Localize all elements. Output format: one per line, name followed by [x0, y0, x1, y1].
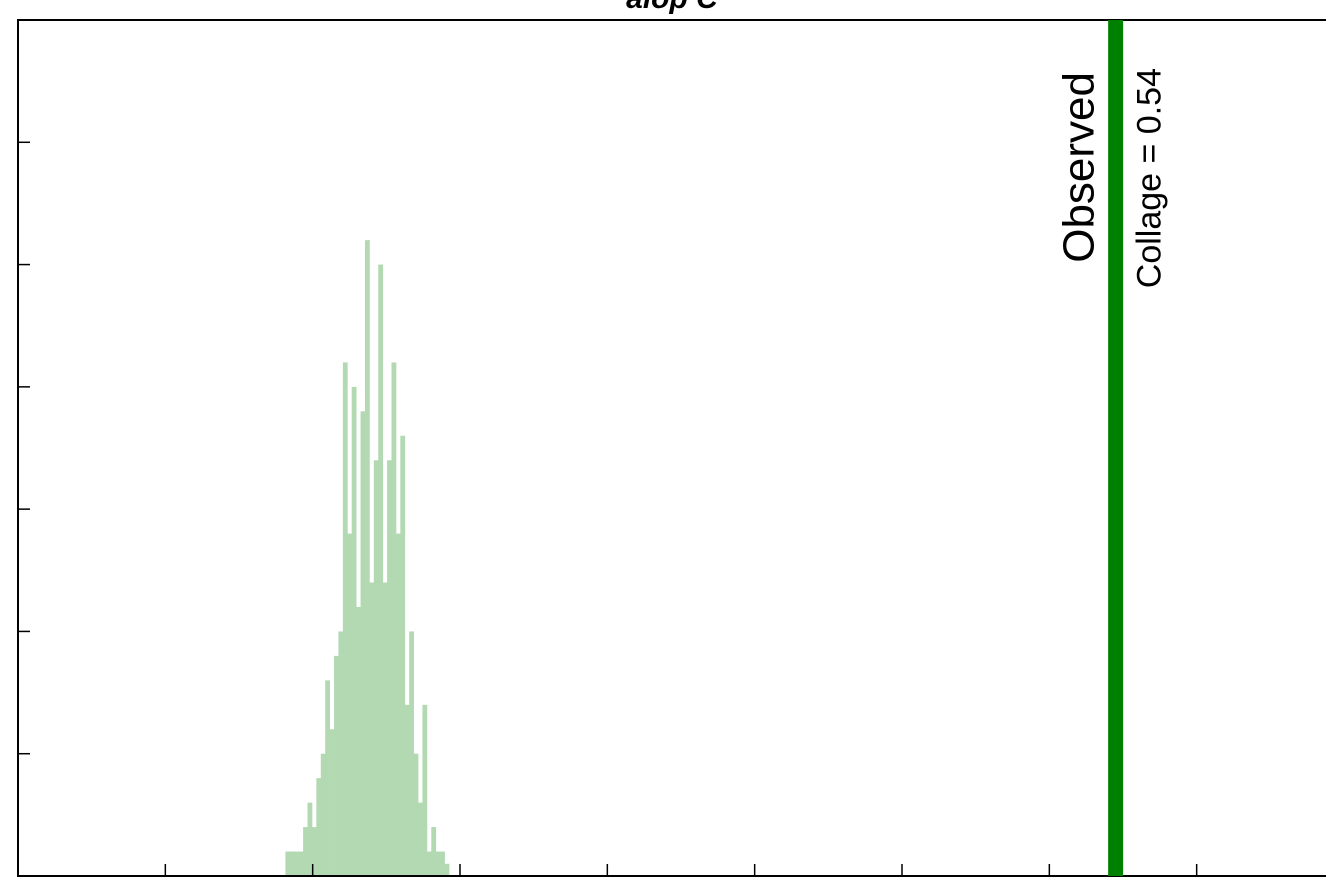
histogram-bar — [311, 827, 317, 876]
observed-label: Observed — [1055, 72, 1104, 263]
histogram-bar — [329, 729, 335, 876]
histogram-bar — [418, 802, 423, 876]
histogram-bar — [285, 851, 291, 876]
histogram-bar — [347, 533, 353, 876]
histogram-bar — [378, 264, 384, 876]
histogram-bar — [400, 435, 406, 876]
histogram-bars — [285, 240, 450, 877]
histogram-bar — [382, 582, 388, 876]
histogram-bar — [369, 582, 375, 876]
histogram-bar — [342, 362, 348, 876]
histogram-bar — [338, 631, 344, 876]
histogram-bar — [364, 240, 370, 877]
histogram-bar — [426, 851, 432, 876]
histogram-bar — [444, 863, 450, 876]
histogram-bar — [289, 851, 295, 876]
histogram-bar — [409, 631, 414, 876]
histogram-bar — [325, 680, 331, 876]
histogram-bar — [404, 704, 410, 876]
histogram-bar — [294, 851, 300, 876]
histogram-bar — [435, 851, 441, 876]
histogram-bar — [387, 460, 392, 876]
histogram-bar — [356, 606, 361, 876]
histogram-bar — [373, 460, 379, 876]
histogram-bar — [422, 704, 428, 876]
axis-ticks — [18, 141, 1198, 876]
histogram-bar — [413, 753, 419, 876]
histogram-bar — [303, 827, 308, 876]
histogram-bar — [440, 851, 445, 876]
histogram-bar — [307, 802, 313, 876]
histogram-bar — [334, 655, 339, 876]
histogram-bar — [360, 411, 366, 876]
histogram-bar — [351, 386, 357, 876]
histogram-bar — [316, 778, 322, 876]
chart-title: alop C — [626, 0, 719, 15]
histogram-bar — [431, 827, 437, 876]
histogram-bar — [391, 362, 397, 876]
plot-frame — [17, 19, 1326, 877]
histogram-bar — [395, 533, 401, 876]
observed-value-label: Collage = 0.54 — [1131, 68, 1169, 288]
histogram-bar — [320, 753, 326, 876]
histogram-bar — [298, 851, 304, 876]
